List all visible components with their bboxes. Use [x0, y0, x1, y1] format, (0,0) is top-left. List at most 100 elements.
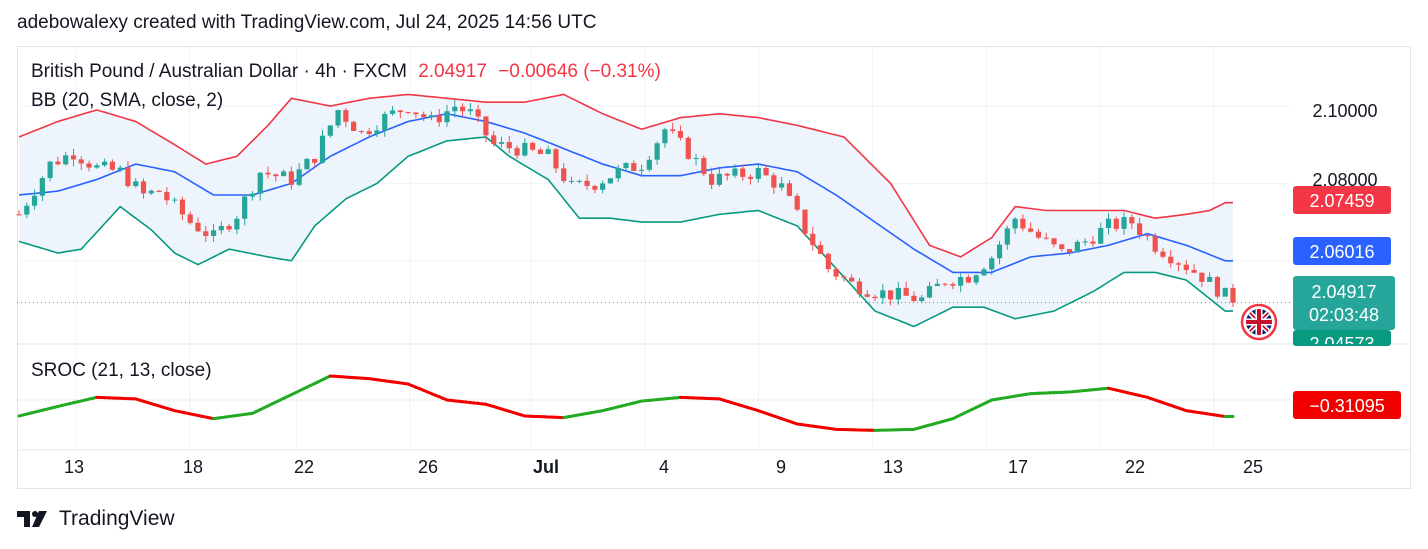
- bollinger-lower-line: [18, 136, 1233, 328]
- candle-body: [319, 135, 326, 163]
- tradingview-brand: TradingView: [59, 507, 175, 530]
- candle-body: [459, 106, 466, 112]
- candle-body: [755, 168, 761, 179]
- x-tick-label: 17: [1008, 457, 1028, 477]
- candle-body: [810, 233, 816, 246]
- candle-body: [94, 165, 100, 168]
- svg-text:2.04917: 2.04917: [1311, 282, 1376, 302]
- sroc-indicator-legend[interactable]: SROC (21, 13, close): [31, 360, 212, 381]
- chart-frame[interactable]: [17, 46, 1411, 489]
- candle-body: [1066, 249, 1073, 253]
- svg-text:−0.31095: −0.31095: [1309, 396, 1385, 416]
- candle-body: [817, 245, 824, 254]
- candle-body: [397, 110, 403, 113]
- candle-body: [133, 181, 139, 187]
- candle-body: [677, 130, 684, 138]
- tradingview-footer[interactable]: TradingView: [17, 507, 175, 531]
- candle-body: [374, 130, 380, 134]
- candle-body: [343, 110, 349, 122]
- candle-body: [654, 143, 660, 160]
- symbol-legend[interactable]: British Pound / Australian Dollar · 4h ·…: [31, 61, 661, 83]
- candle-body: [825, 253, 831, 270]
- candle-body: [47, 161, 53, 179]
- candle-body: [257, 172, 263, 194]
- candle-body: [872, 296, 878, 299]
- x-tick-label: 22: [294, 457, 314, 477]
- candle-body: [117, 167, 123, 170]
- candle-body: [646, 159, 652, 170]
- svg-text:2.07459: 2.07459: [1309, 191, 1374, 211]
- candle-body: [1043, 237, 1049, 239]
- y-tick-label: 2.08000: [1312, 170, 1377, 190]
- candle-body: [288, 171, 294, 185]
- candle-body: [1214, 276, 1221, 297]
- candle-body: [1144, 234, 1150, 237]
- candle-body: [148, 190, 154, 194]
- candle-body: [405, 112, 411, 114]
- candle-body: [491, 135, 497, 144]
- candle-body: [1082, 241, 1088, 243]
- candle-body: [887, 290, 894, 300]
- candle-body: [428, 115, 435, 118]
- candle-body: [156, 190, 162, 192]
- candle-body: [366, 131, 372, 134]
- candle-body: [973, 275, 979, 283]
- candle-body: [911, 295, 917, 302]
- candle-body: [1035, 231, 1042, 238]
- candle-body: [296, 169, 302, 185]
- candle-body: [413, 112, 419, 115]
- candle-body: [934, 283, 940, 287]
- candle-body: [164, 191, 170, 201]
- candle-body: [444, 111, 450, 123]
- candle-body: [607, 178, 614, 184]
- candle-body: [1105, 218, 1112, 228]
- candle-body: [794, 195, 800, 210]
- symbol-title: British Pound / Australian Dollar · 4h ·…: [31, 61, 407, 82]
- candle-body: [70, 155, 77, 160]
- candle-body: [436, 115, 442, 123]
- candle-body: [327, 125, 333, 136]
- candle-body: [1059, 244, 1065, 250]
- candle-body: [483, 116, 489, 136]
- x-tick-label: 26: [418, 457, 438, 477]
- svg-text:2.04573: 2.04573: [1309, 334, 1374, 354]
- candle-body: [1160, 251, 1166, 257]
- candle-body: [623, 163, 629, 169]
- candle-body: [102, 161, 108, 166]
- uk-flag-icon[interactable]: [1240, 303, 1278, 341]
- candle-body: [724, 173, 730, 176]
- candle-body: [716, 173, 722, 185]
- candle-body: [662, 129, 668, 144]
- candle-body: [475, 109, 481, 117]
- candle-body: [506, 142, 512, 149]
- candle-body: [693, 158, 699, 160]
- upper-band-price-label: 2.07459: [1293, 186, 1391, 214]
- candle-body: [382, 113, 388, 131]
- candle-body: [919, 297, 925, 302]
- candle-body: [1129, 217, 1135, 224]
- middle-band-price-label: 2.06016: [1293, 237, 1391, 265]
- candle-body: [55, 161, 61, 165]
- candle-body: [335, 110, 341, 126]
- candle-body: [1074, 241, 1080, 253]
- candle-body: [1090, 241, 1096, 244]
- tradingview-logo-icon: [17, 511, 47, 527]
- candle-body: [218, 225, 224, 231]
- candle-body: [685, 137, 691, 159]
- candle-body: [522, 142, 528, 156]
- candle-body: [568, 180, 575, 182]
- candle-body: [1222, 287, 1228, 297]
- candle-body: [989, 258, 995, 270]
- candle-body: [273, 174, 279, 177]
- bb-indicator-legend[interactable]: BB (20, SMA, close, 2): [31, 90, 224, 111]
- x-tick-label: Jul: [533, 457, 559, 477]
- candle-body: [802, 209, 808, 234]
- candle-body: [187, 214, 193, 223]
- candle-body: [195, 222, 201, 232]
- x-tick-label: 22: [1125, 457, 1145, 477]
- candle-body: [926, 286, 933, 298]
- candle-body: [358, 130, 365, 132]
- candle-body: [265, 172, 271, 175]
- candle-body: [203, 231, 209, 236]
